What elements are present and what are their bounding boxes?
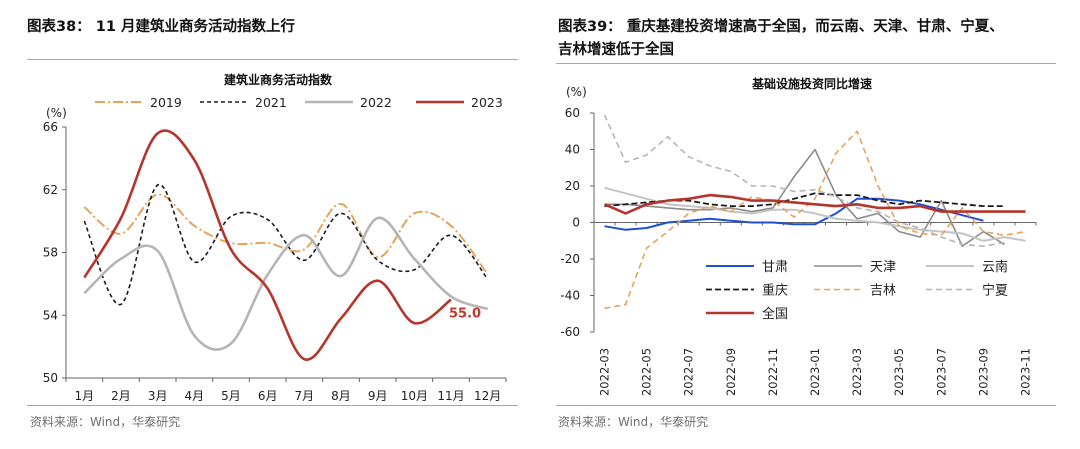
legend-label-2022: 2022 bbox=[360, 95, 392, 110]
source-rule bbox=[556, 405, 1056, 406]
series-line-2019 bbox=[83, 193, 489, 276]
right-panel: 图表39： 重庆基建投资增速高于全国，而云南、天津、甘肃、宁夏、 吉林增速低于全… bbox=[548, 0, 1080, 449]
data-label-2023-nov: 55.0 bbox=[449, 307, 481, 322]
legend-label-2021: 2021 bbox=[255, 95, 287, 110]
x-tick-label: 2022-03 bbox=[598, 348, 612, 396]
y-tick-label: 50 bbox=[43, 371, 58, 385]
x-tick-label: 3月 bbox=[148, 389, 168, 403]
y-tick-label: -60 bbox=[560, 325, 580, 339]
source-note: 资料来源：Wind，华泰研究 bbox=[30, 415, 181, 429]
y-tick-label: 58 bbox=[43, 246, 58, 260]
construction-pmi-chart: 建筑业商务活动指数 (%) 50 54 58 62 66 1月 2月 3月 4月 5月 6月 7月 8月 9月… bbox=[43, 72, 507, 403]
series-line-2022 bbox=[83, 216, 489, 351]
x-tick-label: 2023-05 bbox=[892, 348, 906, 396]
legend-label-重庆: 重庆 bbox=[762, 283, 788, 299]
x-tick-label: 2023-01 bbox=[808, 348, 822, 396]
x-tick-label: 1月 bbox=[75, 389, 95, 403]
y-tick-label: 60 bbox=[565, 106, 580, 120]
x-tick-label: 12月 bbox=[474, 389, 501, 403]
x-tick-label: 5月 bbox=[221, 389, 241, 403]
legend-label-甘肃: 甘肃 bbox=[762, 260, 788, 275]
x-tick-label: 2022-07 bbox=[682, 348, 696, 396]
figure-title-39-line1: 图表39： 重庆基建投资增速高于全国，而云南、天津、甘肃、宁夏、 bbox=[558, 19, 1004, 35]
infrastructure-investment-chart: 基础设施投资同比增速 (%) -60 -40 -20 0 20 40 60 2022-03 2022… bbox=[560, 76, 1038, 396]
figure-title-38: 图表38： 11 月建筑业商务活动指数上行 bbox=[27, 19, 295, 35]
y-tick-label: -40 bbox=[560, 289, 580, 303]
figure-title-39-line2: 吉林增速低于全国 bbox=[558, 42, 674, 58]
left-panel: 图表38： 11 月建筑业商务活动指数上行 建筑业商务活动指数 (%) 50 54 58… bbox=[0, 0, 530, 449]
series-line-吉林 bbox=[604, 130, 1026, 310]
series-line-甘肃 bbox=[604, 197, 984, 231]
x-tick-label: 2023-07 bbox=[934, 348, 948, 396]
x-tick-label: 2022-11 bbox=[766, 348, 780, 396]
source-rule bbox=[27, 405, 518, 406]
legend-label-2019: 2019 bbox=[150, 95, 182, 110]
x-tick-label: 10月 bbox=[401, 389, 428, 403]
chart-title: 基础设施投资同比增速 bbox=[751, 76, 872, 91]
series-line-全国 bbox=[603, 193, 1026, 215]
legend-label-宁夏: 宁夏 bbox=[982, 283, 1008, 299]
legend-label-天津: 天津 bbox=[870, 260, 896, 275]
y-tick-label: 20 bbox=[565, 179, 580, 193]
y-axis-unit: (%) bbox=[46, 106, 67, 120]
x-tick-label: 11月 bbox=[437, 389, 464, 403]
title-rule bbox=[556, 63, 1056, 64]
y-tick-label: 66 bbox=[43, 120, 58, 134]
chart-title: 建筑业商务活动指数 bbox=[223, 72, 333, 87]
y-axis-unit: (%) bbox=[566, 85, 587, 99]
x-tick-label: 2022-09 bbox=[724, 348, 738, 396]
legend-box bbox=[700, 255, 1038, 329]
x-tick-label: 2023-09 bbox=[976, 348, 990, 396]
x-tick-label: 6月 bbox=[258, 389, 278, 403]
x-tick-label: 2023-11 bbox=[1018, 348, 1032, 396]
legend-label-云南: 云南 bbox=[982, 259, 1008, 275]
y-tick-label: -20 bbox=[560, 252, 580, 266]
x-tick-label: 8月 bbox=[331, 389, 351, 403]
legend-label-2023: 2023 bbox=[471, 95, 503, 110]
x-tick-label: 2022-05 bbox=[640, 348, 654, 396]
source-note: 资料来源：Wind，华泰研究 bbox=[558, 415, 709, 429]
series-line-宁夏 bbox=[603, 114, 1005, 247]
y-tick-label: 54 bbox=[43, 308, 58, 322]
legend-label-全国: 全国 bbox=[762, 306, 788, 322]
series-line-天津 bbox=[604, 148, 1005, 247]
y-tick-label: 0 bbox=[572, 216, 580, 230]
x-tick-label: 2月 bbox=[111, 389, 131, 403]
x-tick-label: 9月 bbox=[368, 389, 388, 403]
title-rule bbox=[27, 59, 518, 60]
series-line-2023 bbox=[83, 129, 452, 361]
x-tick-label: 4月 bbox=[185, 389, 205, 403]
y-tick-label: 40 bbox=[565, 143, 580, 157]
series-line-2021 bbox=[83, 184, 489, 306]
x-tick-label: 7月 bbox=[295, 389, 315, 403]
legend-label-吉林: 吉林 bbox=[870, 284, 896, 299]
x-tick-label: 2023-03 bbox=[850, 348, 864, 396]
y-tick-label: 62 bbox=[43, 183, 58, 197]
series-line-云南 bbox=[604, 186, 1026, 242]
